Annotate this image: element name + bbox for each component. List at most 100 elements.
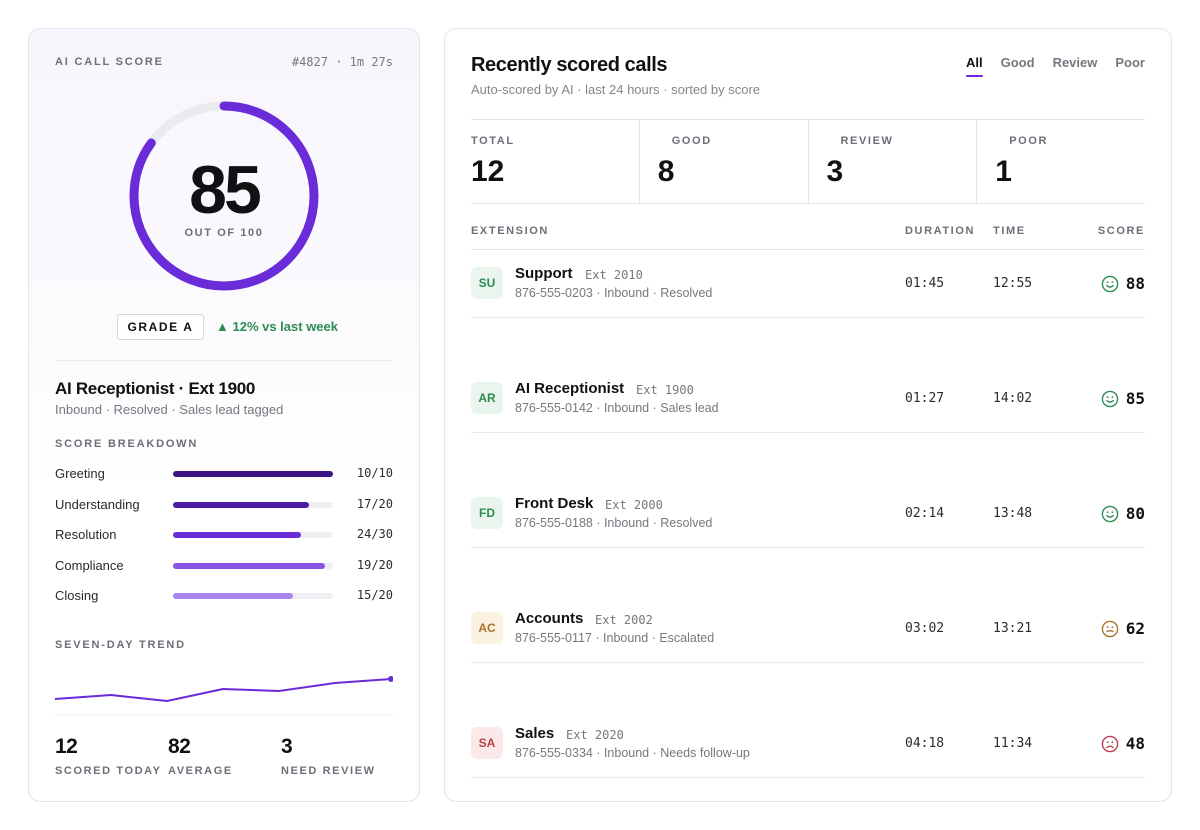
call-time: 14:02 (993, 391, 1033, 406)
call-duration: 03:02 (905, 621, 945, 636)
column-score[interactable]: SCORE (1097, 225, 1145, 237)
score-card-title: AI CALL SCORE (55, 56, 164, 68)
stat-value: 3 (281, 735, 293, 758)
column-time[interactable]: TIME (993, 225, 1026, 237)
call-duration: 02:14 (905, 506, 945, 521)
column-extension[interactable]: EXTENSION (471, 225, 549, 237)
breakdown-row-resolution: Resolution 24/30 (55, 526, 393, 544)
table-row[interactable]: AC Accounts Ext 2002 876-555-0117 · Inbound… (471, 595, 1145, 663)
happy-face-icon (1101, 505, 1119, 523)
divider (55, 360, 393, 361)
summary-value: 3 (826, 155, 844, 188)
extension-avatar: FD (471, 497, 503, 529)
breakdown-label: Understanding (55, 497, 140, 512)
stat-average: 82 AVERAGE (168, 735, 280, 777)
call-time: 13:21 (993, 621, 1033, 636)
tab-poor[interactable]: Poor (1115, 55, 1145, 70)
summary-value: 8 (657, 155, 675, 188)
call-meta: Inbound · Resolved · Sales lead tagged (55, 402, 284, 417)
tab-review[interactable]: Review (1052, 55, 1098, 70)
filter-tabs: All Good Review Poor (966, 55, 1145, 79)
extension-number: Ext 2020 (566, 728, 624, 742)
recent-calls-subtitle: Auto-scored by AI · last 24 hours · sort… (471, 82, 761, 97)
breakdown-row-greeting: Greeting 10/10 (55, 465, 393, 483)
summary-label: REVIEW (840, 135, 894, 147)
extension-number: Ext 1900 (636, 383, 694, 397)
extension-avatar: AC (471, 612, 503, 644)
summary-poor: POOR 1 (976, 120, 1145, 203)
score-ring (129, 101, 319, 291)
table-row[interactable]: AR AI Receptionist Ext 1900 876-555-0142 · … (471, 365, 1145, 433)
summary-label: GOOD (671, 135, 712, 147)
summary-total: TOTAL 12 (471, 120, 639, 203)
extension-avatar: AR (471, 382, 503, 414)
stat-label: NEED REVIEW (281, 765, 376, 777)
table-row[interactable]: SA Sales Ext 2020 876-555-0334 · Inbound · … (471, 710, 1145, 778)
breakdown-value: 10/10 (356, 466, 393, 480)
breakdown-label: Closing (55, 588, 99, 603)
breakdown-value: 19/20 (356, 558, 393, 572)
recent-calls-title: Recently scored calls (471, 54, 668, 76)
call-duration: 01:45 (905, 276, 945, 291)
call-score: 48 (1125, 734, 1145, 753)
breakdown-heading: SCORE BREAKDOWN (55, 438, 199, 450)
tab-good[interactable]: Good (1000, 55, 1035, 70)
breakdown-bar-track (173, 502, 333, 508)
score-card-header: AI CALL SCORE #4827 · 1m 27s (55, 55, 393, 72)
breakdown-bar-fill (173, 532, 301, 538)
table-row[interactable]: FD Front Desk Ext 2000 876-555-0188 · Inbou… (471, 480, 1145, 548)
breakdown-bar-fill (173, 471, 333, 477)
extension-name: Sales (515, 725, 555, 742)
extension-avatar: SU (471, 267, 503, 299)
recent-calls-card: Recently scored calls Auto-scored by AI … (444, 28, 1172, 802)
breakdown-bar-fill (173, 593, 293, 599)
summary-stats: TOTAL 12 GOOD 8 REVIEW 3 POOR 1 (471, 119, 1145, 204)
daily-stats: 12 SCORED TODAY 82 AVERAGE 3 NEED REVIEW (55, 735, 393, 777)
breakdown-bar-fill (173, 502, 309, 508)
breakdown-row-closing: Closing 15/20 (55, 587, 393, 605)
stat-value: 82 (168, 735, 191, 758)
stat-need-review: 3 NEED REVIEW (281, 735, 393, 777)
extension-name: Accounts (515, 610, 584, 627)
extension-avatar: SA (471, 727, 503, 759)
call-score: 88 (1125, 274, 1145, 293)
extension-number: Ext 2000 (605, 498, 663, 512)
extension-name: AI Receptionist (515, 380, 625, 397)
breakdown-value: 24/30 (356, 527, 393, 541)
table-header: EXTENSION DURATION TIME SCORE (471, 224, 1145, 250)
breakdown-label: Compliance (55, 558, 124, 573)
call-duration: 01:27 (905, 391, 945, 406)
call-details: 876-555-0188 · Inbound · Resolved (515, 516, 713, 530)
table-row[interactable]: SU Support Ext 2010 876-555-0203 · Inbound … (471, 250, 1145, 318)
sad-face-icon (1101, 735, 1119, 753)
trend-line (55, 678, 392, 702)
stat-label: SCORED TODAY (55, 765, 162, 777)
stat-label: AVERAGE (168, 765, 233, 777)
call-details: 876-555-0334 · Inbound · Needs follow-up (515, 746, 750, 760)
call-score: 80 (1125, 504, 1145, 523)
extension-number: Ext 2010 (585, 268, 643, 282)
column-duration[interactable]: DURATION (905, 225, 976, 237)
summary-review: REVIEW 3 (807, 120, 977, 203)
stat-scored-today: 12 SCORED TODAY (55, 735, 167, 777)
call-time: 11:34 (993, 736, 1033, 751)
summary-label: TOTAL (471, 135, 515, 147)
stat-value: 12 (55, 735, 78, 758)
weekly-trend: ▲ 12% vs last week (216, 319, 338, 334)
call-score: 62 (1125, 619, 1145, 638)
neutral-face-icon (1101, 620, 1119, 638)
extension-name: Support (515, 265, 573, 282)
tab-all[interactable]: All (966, 55, 983, 79)
summary-value: 12 (471, 155, 505, 188)
happy-face-icon (1101, 275, 1119, 293)
breakdown-value: 15/20 (356, 588, 393, 602)
score-arc (129, 101, 319, 291)
trend-heading: SEVEN-DAY TREND (55, 639, 186, 651)
breakdown-bar-track (173, 471, 333, 477)
call-details: 876-555-0203 · Inbound · Resolved (515, 286, 713, 300)
breakdown-row-understanding: Understanding 17/20 (55, 496, 393, 514)
score-value: 85 (189, 152, 262, 228)
seven-day-trend-chart (55, 676, 393, 716)
call-title: AI Receptionist · Ext 1900 (55, 379, 256, 398)
summary-good: GOOD 8 (638, 120, 808, 203)
